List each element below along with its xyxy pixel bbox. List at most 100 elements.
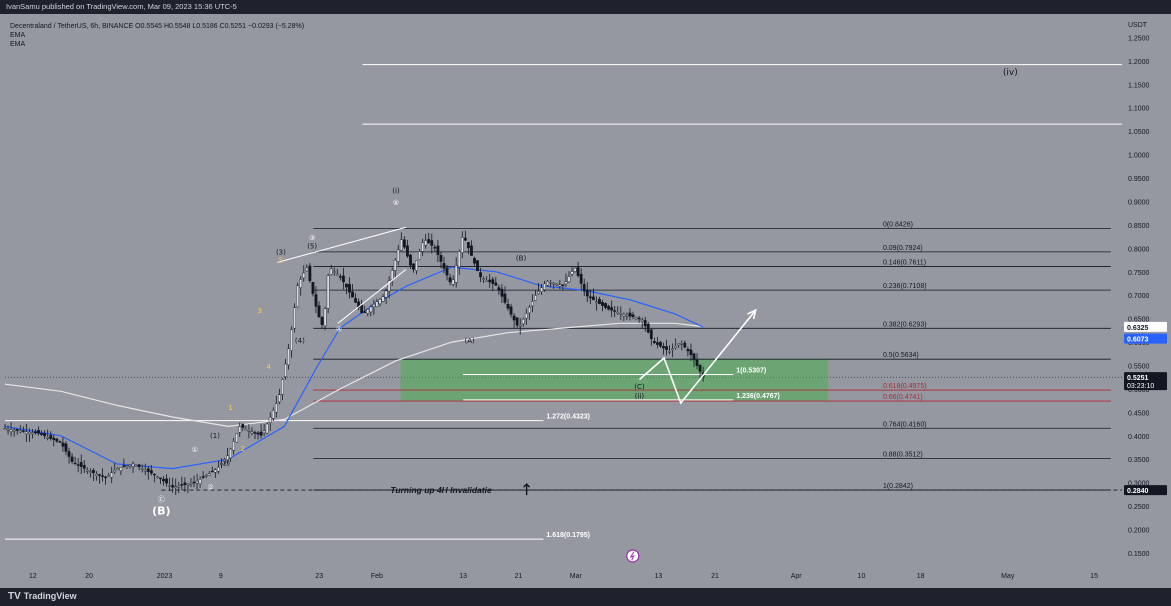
wave-label: (B) <box>152 505 170 518</box>
candle-body <box>15 428 19 431</box>
candle-body <box>357 301 361 308</box>
candle-body <box>58 441 62 443</box>
candle-body <box>646 323 650 333</box>
candle-body <box>3 428 7 430</box>
candle-body <box>223 459 226 462</box>
candle-body <box>320 317 324 325</box>
candle-body <box>323 308 327 327</box>
candle-body <box>46 437 50 439</box>
candle-body <box>31 432 34 435</box>
wave-label: 3 <box>257 307 261 315</box>
candle-body <box>302 272 306 279</box>
price-axis-tick: 0.8500 <box>1128 223 1150 230</box>
candle-body <box>622 313 626 317</box>
candle-body <box>125 465 129 467</box>
candle-body <box>348 284 351 293</box>
candle-body <box>625 314 629 317</box>
candle-body <box>466 242 470 249</box>
candle-body <box>482 278 486 280</box>
price-axis-tick: 0.3000 <box>1128 481 1150 488</box>
time-axis-tick: Apr <box>791 573 803 580</box>
candle-body <box>198 479 202 484</box>
wave-label: (A) <box>465 337 476 345</box>
candle-body <box>543 283 546 290</box>
candle-body <box>470 245 473 256</box>
candle-body <box>308 265 312 281</box>
ema-legend-2[interactable]: EMA <box>10 41 26 48</box>
time-axis-tick: 15 <box>1090 573 1098 580</box>
candle-body <box>34 431 37 434</box>
wave-label: Ⓒ <box>158 495 165 503</box>
candle-body <box>643 320 647 327</box>
candle-body <box>177 485 181 488</box>
candle-body <box>442 263 446 269</box>
wave-label: (2) <box>220 459 230 467</box>
time-axis-tick: 21 <box>711 573 719 580</box>
time-axis-tick: 18 <box>917 573 925 580</box>
price-axis-tick: 0.1500 <box>1128 551 1150 558</box>
candle-body <box>552 282 556 285</box>
price-axis-tick: 1.2000 <box>1128 59 1150 66</box>
wave-label: (iv) <box>1003 68 1018 78</box>
candle-body <box>500 288 504 297</box>
candle-body <box>537 291 540 294</box>
price-chart[interactable]: USDT 1.2500 1.2000 1.1500 1.1000 1.0500 1.0000… <box>0 14 1171 588</box>
candle-body <box>598 298 601 304</box>
price-axis-tick: 1.1500 <box>1128 82 1150 89</box>
candle-body <box>137 464 141 468</box>
candle-body <box>229 448 232 459</box>
candle-body <box>677 343 681 346</box>
ema-legend-1[interactable]: EMA <box>10 32 26 39</box>
candle-body <box>61 442 65 447</box>
fib-level-label: 0.236(0.7108) <box>883 283 927 290</box>
candle-body <box>649 329 653 339</box>
candle-body <box>683 342 687 348</box>
candle-body <box>680 343 684 345</box>
candle-body <box>631 314 635 317</box>
candle-body <box>332 271 336 273</box>
wave-label: ② <box>207 484 213 492</box>
price-tag-label: 0.2840 <box>1127 488 1149 495</box>
candle-body <box>424 240 428 246</box>
candle-body <box>338 276 342 278</box>
candle-body <box>485 280 489 282</box>
candle-body <box>360 304 364 313</box>
candle-body <box>12 429 16 432</box>
fib-level-label: 1(0.2842) <box>883 483 913 490</box>
price-axis-unit: USDT <box>1128 22 1148 29</box>
wave-label: ① <box>192 446 198 454</box>
candle-body <box>341 275 345 283</box>
candle-body <box>305 267 309 272</box>
price-axis-tick: 0.4000 <box>1128 434 1150 441</box>
candle-body <box>67 451 71 457</box>
price-tag-bg <box>1124 321 1167 332</box>
candle-body <box>21 430 25 432</box>
candle-body <box>238 426 242 433</box>
candle-body <box>601 301 604 306</box>
candle-body <box>652 341 656 344</box>
candle-body <box>55 438 59 442</box>
candle-body <box>107 475 111 477</box>
candle-body <box>378 299 382 304</box>
candle-body <box>281 379 284 395</box>
fib-level-label: 0.88(0.3512) <box>883 452 923 459</box>
tradingview-logo[interactable]: TV TradingView <box>8 591 77 602</box>
ema-slow-line <box>4 322 704 428</box>
candle-body <box>570 271 574 275</box>
candle-body <box>546 281 550 286</box>
candle-body <box>534 295 537 301</box>
candle-body <box>418 251 422 260</box>
time-axis-tick: 2023 <box>157 573 173 580</box>
price-tag-label: 0.6325 <box>1127 325 1149 332</box>
price-axis-tick: 0.5500 <box>1128 363 1150 370</box>
wave-label: (1) <box>210 432 220 440</box>
candle-body <box>515 317 519 326</box>
wedge-line <box>337 269 407 324</box>
candle-body <box>427 239 431 244</box>
wave-label: 1 <box>228 404 232 412</box>
candle-body <box>659 342 662 347</box>
candle-body <box>250 431 254 434</box>
candle-body <box>76 464 80 466</box>
candle-body <box>259 431 263 436</box>
candle-body <box>640 319 644 322</box>
